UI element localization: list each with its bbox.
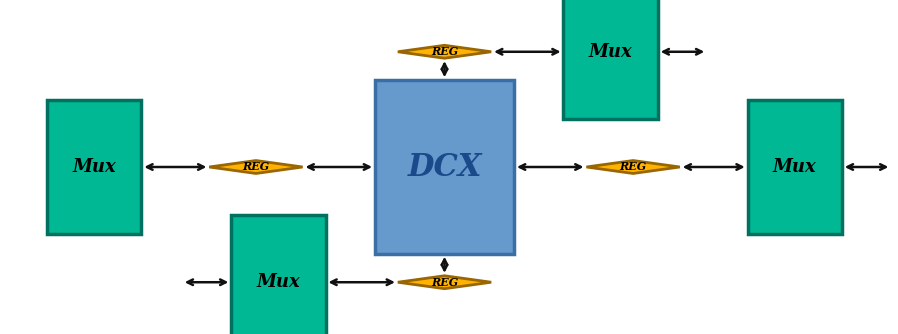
Text: Mux: Mux	[257, 273, 300, 291]
Polygon shape	[398, 276, 491, 289]
Text: REG: REG	[431, 277, 458, 288]
Text: REG: REG	[431, 46, 458, 57]
Bar	[47, 100, 142, 234]
Bar	[747, 100, 842, 234]
Polygon shape	[209, 161, 303, 173]
Text: REG: REG	[620, 162, 647, 172]
Text: Mux: Mux	[773, 158, 816, 176]
Text: DCX: DCX	[408, 152, 481, 182]
Polygon shape	[398, 45, 491, 58]
Bar	[564, 0, 657, 119]
Bar	[232, 215, 325, 334]
Text: Mux: Mux	[73, 158, 116, 176]
Text: REG: REG	[242, 162, 269, 172]
Bar	[374, 80, 514, 254]
Polygon shape	[586, 161, 680, 173]
Text: Mux: Mux	[589, 43, 632, 61]
